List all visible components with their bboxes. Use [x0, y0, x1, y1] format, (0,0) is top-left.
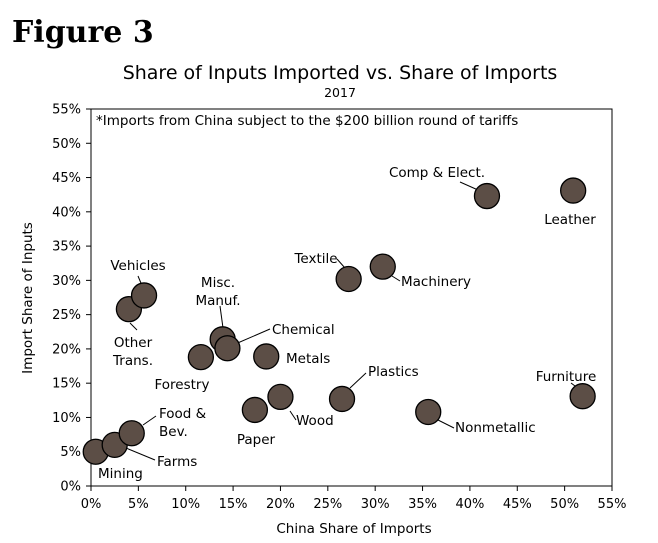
y-tick-label: 30% — [52, 274, 81, 289]
y-axis: 0% 5% 10% 15% 20% 25% 30% 35% 40% 45% 50% 55% — [52, 103, 91, 495]
label-leader-line — [336, 258, 346, 269]
x-tick-label: 35% — [408, 497, 437, 512]
x-tick-label: 45% — [503, 497, 532, 512]
x-tick-label: 25% — [313, 497, 342, 512]
y-tick-label: 35% — [52, 240, 81, 255]
data-label: Bev. — [159, 424, 188, 440]
data-point — [118, 420, 145, 447]
x-tick-label: 55% — [598, 497, 627, 512]
data-label: Trans. — [112, 353, 153, 369]
data-label: Farms — [157, 454, 197, 470]
label-leader-line — [349, 372, 367, 389]
label-leader-line — [437, 419, 455, 429]
data-label: Food & — [159, 406, 207, 422]
data-point — [335, 265, 362, 293]
data-point — [214, 335, 241, 362]
data-point — [560, 177, 587, 204]
label-leader-line — [129, 322, 138, 331]
data-label: Leather — [544, 212, 596, 228]
data-label: Forestry — [155, 377, 210, 393]
data-points — [82, 177, 596, 465]
y-tick-label: 15% — [52, 377, 81, 392]
label-leader-line — [391, 275, 401, 282]
chart-subtitle: 2017 — [324, 85, 356, 100]
data-label: Furniture — [536, 369, 597, 385]
y-tick-label: 25% — [52, 308, 81, 323]
data-label: Wood — [296, 413, 334, 429]
y-tick-label: 45% — [52, 171, 81, 186]
y-tick-label: 50% — [52, 137, 81, 152]
x-axis-label: China Share of Imports — [276, 521, 431, 537]
data-point — [569, 383, 596, 410]
data-label: Textile — [293, 251, 337, 267]
data-label: Comp & Elect. — [389, 165, 485, 181]
data-point — [187, 343, 215, 371]
data-label: Vehicles — [110, 258, 165, 274]
plot-area — [90, 108, 613, 487]
y-tick-label: 0% — [60, 480, 81, 495]
data-point — [267, 383, 294, 411]
x-tick-label: 40% — [455, 497, 484, 512]
data-label: Metals — [286, 351, 330, 367]
label-leader-line — [232, 328, 271, 346]
data-label: Manuf. — [195, 293, 240, 309]
x-axis: 0% 5% 10% 15% 20% 25% 30% 35% 40% 45% 50% 55% — [81, 486, 627, 512]
data-point — [253, 343, 280, 370]
data-label: Misc. — [201, 275, 235, 291]
x-tick-label: 0% — [81, 497, 102, 512]
data-label: Mining — [98, 466, 143, 482]
x-tick-label: 10% — [171, 497, 200, 512]
label-leader-line — [289, 410, 297, 421]
data-point — [328, 385, 356, 413]
data-point — [130, 282, 158, 309]
x-tick-label: 5% — [128, 497, 149, 512]
label-leader-line — [142, 415, 157, 426]
y-tick-label: 40% — [52, 205, 81, 220]
figure-label: Figure 3 — [12, 15, 154, 50]
data-labels: Mining Farms Food & Bev. Other Trans. Vehicles… — [98, 165, 596, 482]
data-point — [369, 253, 396, 280]
y-tick-label: 55% — [52, 103, 81, 118]
data-point — [473, 182, 501, 210]
x-tick-label: 15% — [219, 497, 248, 512]
y-tick-label: 5% — [60, 445, 81, 460]
data-label: Nonmetallic — [455, 420, 536, 436]
data-point — [241, 396, 269, 424]
x-tick-label: 20% — [266, 497, 295, 512]
data-point — [415, 398, 442, 426]
y-tick-label: 10% — [52, 411, 81, 426]
data-label: Plastics — [368, 364, 419, 380]
data-label: Chemical — [272, 322, 335, 338]
label-leader-line — [459, 181, 479, 191]
x-tick-label: 30% — [361, 497, 390, 512]
y-axis-label: Import Share of Inputs — [20, 222, 36, 374]
y-tick-label: 20% — [52, 342, 81, 357]
x-tick-label: 50% — [550, 497, 579, 512]
data-label: Other — [114, 335, 153, 351]
data-label: Paper — [237, 432, 276, 448]
chart-note: *Imports from China subject to the $200 … — [96, 113, 518, 129]
label-leader-line — [219, 305, 224, 329]
chart-title: Share of Inputs Imported vs. Share of Im… — [123, 62, 558, 84]
data-label: Machinery — [401, 274, 471, 290]
